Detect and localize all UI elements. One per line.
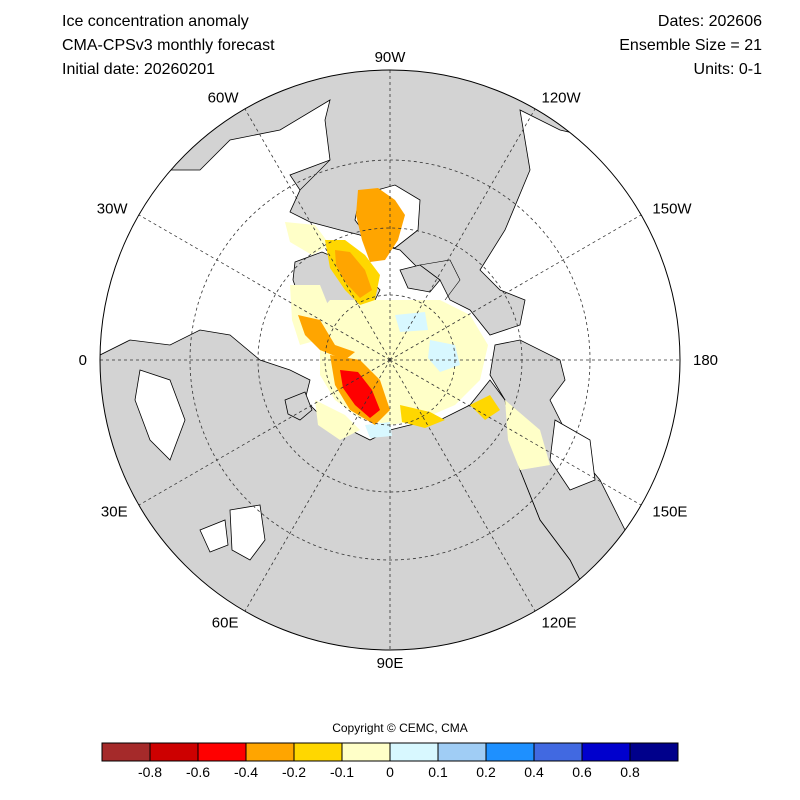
colorbar-label: -0.1: [330, 764, 354, 780]
water-baltic: [134, 369, 186, 461]
colorbar-label: 0.6: [572, 764, 592, 780]
map-border: [99, 69, 681, 651]
lon-label-30w: 30W: [97, 201, 129, 218]
lon-label-90e: 90E: [377, 655, 404, 672]
lon-label-60e: 60E: [212, 614, 239, 631]
water-caspian: [229, 504, 266, 561]
colorbar-label: 0.4: [524, 764, 544, 780]
lon-label-150w: 150W: [652, 201, 692, 218]
colorbar-box-0: [101, 742, 151, 762]
ice-positive-1: [428, 340, 460, 372]
colorbar-label: 0.2: [476, 764, 496, 780]
land-eurasia: [100, 329, 601, 650]
ice-neg-barents-core: [340, 370, 380, 418]
colorbar-boxes: [101, 742, 679, 762]
colorbar-box-3: [245, 742, 295, 762]
colorbar-label: 0.1: [428, 764, 448, 780]
graticule: [100, 70, 680, 650]
ice-neg-baffin-core: [335, 250, 372, 298]
colorbar-box-1: [149, 742, 199, 762]
polar-map: 90W 120W 150W 180 150E 120E 90E 60E 30E 0 30W 60W: [79, 49, 718, 672]
lon-label-60w: 60W: [208, 90, 240, 107]
units-label: Units: 0-1: [693, 61, 762, 78]
colorbar-label: -0.4: [234, 764, 258, 780]
lon-label-150e: 150E: [652, 504, 687, 521]
header-right: Dates: 202606 Ensemble Size = 21 Units: …: [619, 10, 762, 82]
lon-label-90w: 90W: [375, 49, 407, 66]
colorbar-box-5: [341, 742, 391, 762]
copyright: Copyright © CEMC, CMA: [332, 721, 468, 735]
colorbar-box-9: [533, 742, 583, 762]
colorbar-label: -0.2: [282, 764, 306, 780]
longitude-labels: 90W 120W 150W 180 150E 120E 90E 60E 30E 0 30W 60W: [79, 49, 718, 672]
header-left: Ice concentration anomaly CMA-CPSv3 mont…: [62, 10, 275, 82]
lon-label-120e: 120E: [542, 614, 577, 631]
land-island-b: [399, 264, 441, 293]
ice-zero-anomaly-ext3: [285, 222, 330, 255]
initial-date: Initial date: 20260201: [62, 61, 216, 78]
ice-neg-hudson: [356, 188, 405, 262]
colorbar-labels: -0.8 -0.6 -0.4 -0.2 -0.1 0 0.1 0.2 0.4 0.6 0.8: [138, 764, 640, 780]
lon-label-180: 180: [693, 352, 718, 369]
colorbar-label: -0.8: [138, 764, 162, 780]
water-black-sea: [199, 519, 229, 553]
lon-label-30e: 30E: [101, 504, 128, 521]
lon-label-120w: 120W: [542, 90, 582, 107]
ice-positive-3: [365, 422, 392, 438]
land-novaya-zemlya: [284, 391, 313, 421]
colorbar-label: -0.6: [186, 764, 210, 780]
map-title: Ice concentration anomaly: [62, 13, 249, 30]
forecast-dates: Dates: 202606: [657, 13, 762, 30]
ice-neg-greenland-east: [298, 315, 355, 360]
colorbar-box-4: [293, 742, 343, 762]
colorbar-box-11: [629, 742, 679, 762]
ice-zero-anomaly-ext2: [505, 400, 550, 470]
lon-label-0: 0: [79, 352, 87, 369]
colorbar-label: 0.8: [620, 764, 640, 780]
colorbar-box-6: [389, 742, 439, 762]
colorbar-label: 0: [386, 764, 394, 780]
colorbar-box-10: [581, 742, 631, 762]
colorbar-box-2: [197, 742, 247, 762]
ice-zero-anomaly-ext4: [315, 400, 360, 440]
colorbar-box-8: [485, 742, 535, 762]
ensemble-size: Ensemble Size = 21: [619, 37, 762, 54]
water-okhotsk: [549, 419, 596, 491]
model-name: CMA-CPSv3 monthly forecast: [62, 37, 275, 54]
ice-neg-laptev: [470, 395, 500, 420]
colorbar-box-7: [437, 742, 487, 762]
